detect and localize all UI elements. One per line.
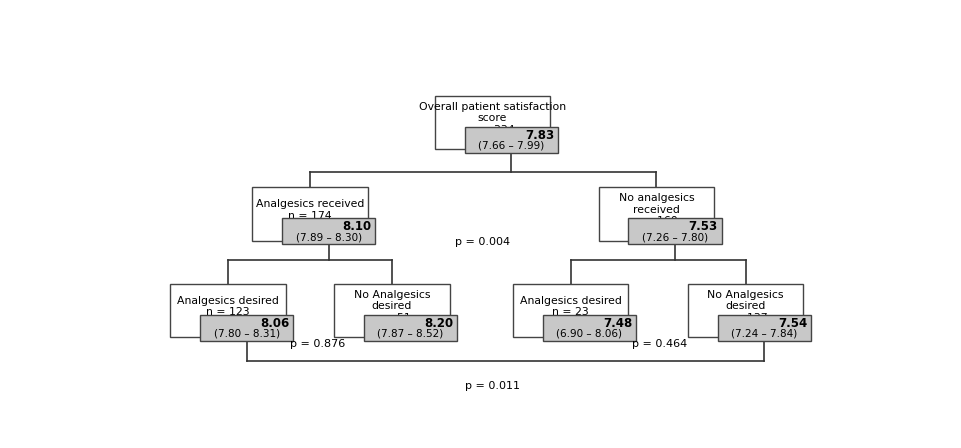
Bar: [334, 284, 450, 337]
Bar: [200, 315, 293, 341]
Text: (7.80 – 8.31): (7.80 – 8.31): [213, 329, 280, 339]
Text: (7.24 – 7.84): (7.24 – 7.84): [731, 329, 798, 339]
Text: 7.53: 7.53: [689, 220, 718, 233]
Text: p = 0.876: p = 0.876: [290, 339, 345, 349]
Bar: [253, 187, 368, 241]
Text: 7.48: 7.48: [603, 317, 632, 330]
Text: (7.89 – 8.30): (7.89 – 8.30): [296, 232, 361, 242]
Text: No Analgesics
desired
n = 137: No Analgesics desired n = 137: [707, 290, 784, 323]
Bar: [170, 284, 285, 337]
Bar: [513, 284, 628, 337]
Text: No analgesics
received
n = 160: No analgesics received n = 160: [619, 193, 694, 227]
Bar: [434, 96, 551, 150]
Bar: [283, 219, 375, 244]
Text: 8.20: 8.20: [425, 317, 454, 330]
Text: (7.66 – 7.99): (7.66 – 7.99): [478, 141, 544, 151]
Text: (6.90 – 8.06): (6.90 – 8.06): [556, 329, 623, 339]
Bar: [718, 315, 811, 341]
Bar: [599, 187, 714, 241]
Text: (7.26 – 7.80): (7.26 – 7.80): [642, 232, 708, 242]
Text: Analgesics desired
n = 123: Analgesics desired n = 123: [177, 296, 279, 317]
Bar: [688, 284, 803, 337]
Text: No Analgesics
desired
n = 51: No Analgesics desired n = 51: [354, 290, 431, 323]
Bar: [628, 219, 722, 244]
Text: Overall patient satisfaction
score
n = 334: Overall patient satisfaction score n = 3…: [419, 102, 566, 135]
Text: Analgesics desired
n = 23: Analgesics desired n = 23: [520, 296, 622, 317]
Text: 7.54: 7.54: [778, 317, 807, 330]
Text: p = 0.464: p = 0.464: [632, 339, 688, 349]
Text: 8.10: 8.10: [342, 220, 372, 233]
Bar: [543, 315, 636, 341]
Bar: [464, 127, 557, 153]
Text: 7.83: 7.83: [525, 129, 554, 142]
Text: Analgesics received
n = 174: Analgesics received n = 174: [256, 199, 364, 221]
Text: (7.87 – 8.52): (7.87 – 8.52): [378, 329, 444, 339]
Text: 8.06: 8.06: [260, 317, 289, 330]
Bar: [364, 315, 457, 341]
Text: p = 0.004: p = 0.004: [456, 237, 510, 247]
Text: p = 0.011: p = 0.011: [465, 381, 520, 391]
